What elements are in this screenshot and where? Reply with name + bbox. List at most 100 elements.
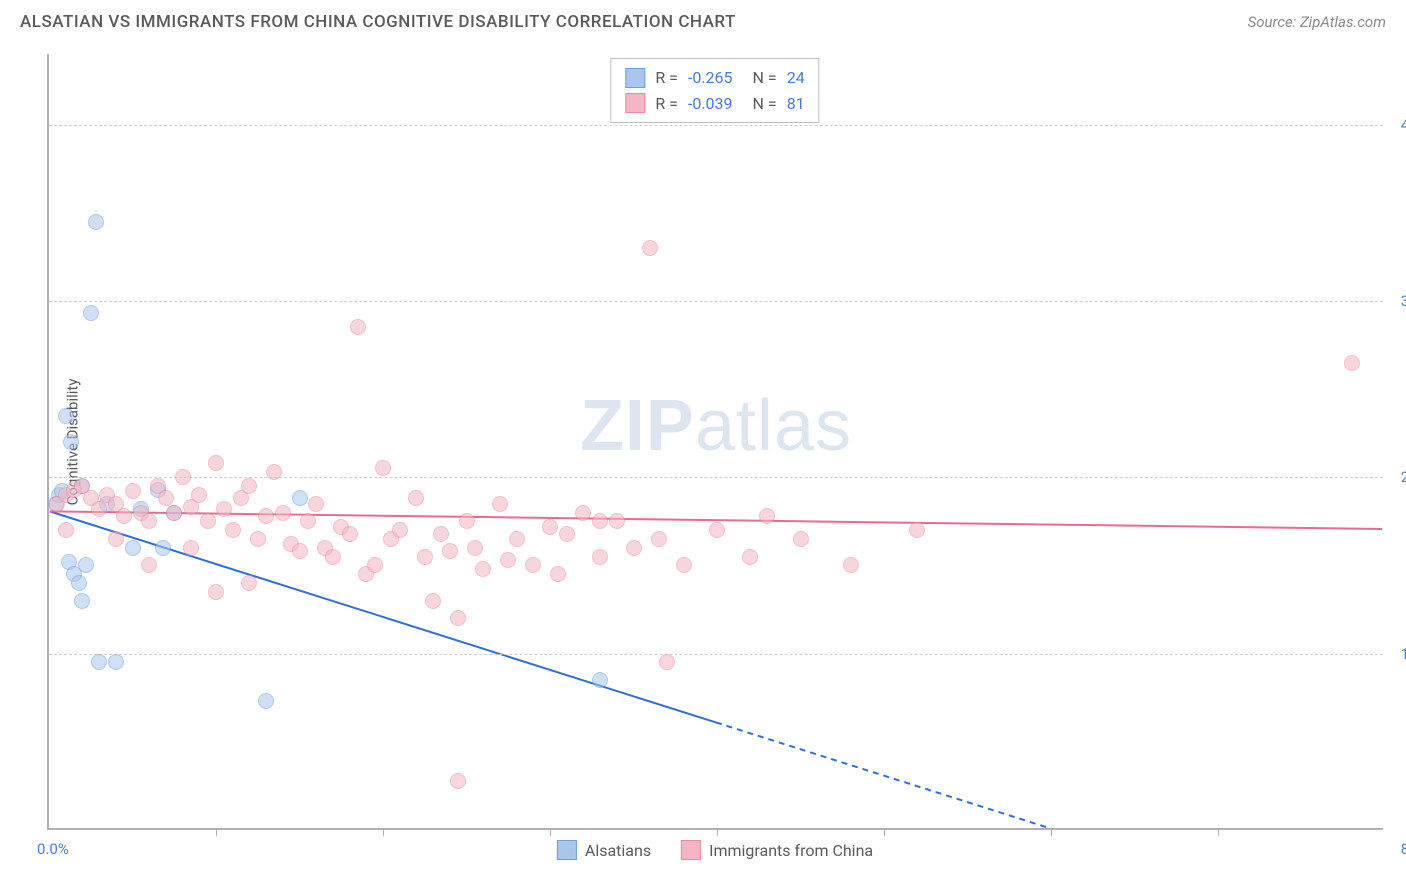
data-point	[676, 557, 692, 573]
data-point	[325, 549, 341, 565]
data-point	[166, 505, 182, 521]
data-point	[183, 540, 199, 556]
data-point	[141, 557, 157, 573]
r-label: R =	[655, 91, 678, 117]
data-point	[191, 487, 207, 503]
gridline	[49, 301, 1383, 302]
data-point	[592, 672, 608, 688]
data-point	[108, 654, 124, 670]
n-value: 24	[787, 65, 805, 91]
x-tick	[1218, 828, 1219, 836]
data-point	[909, 522, 925, 538]
data-point	[475, 561, 491, 577]
r-value: -0.039	[688, 91, 733, 117]
data-point	[58, 408, 74, 424]
chart-header: ALSATIAN VS IMMIGRANTS FROM CHINA COGNIT…	[0, 0, 1406, 40]
data-point	[71, 575, 87, 591]
data-point	[442, 543, 458, 559]
data-point	[208, 455, 224, 471]
data-point	[88, 214, 104, 230]
data-point	[74, 593, 90, 609]
data-point	[216, 501, 232, 517]
data-point	[793, 531, 809, 547]
data-point	[266, 464, 282, 480]
data-point	[459, 513, 475, 529]
watermark-light: atlas	[695, 386, 852, 466]
data-point	[742, 549, 758, 565]
x-axis-min-label: 0.0%	[37, 840, 69, 858]
legend-series-item: Immigrants from China	[681, 840, 873, 860]
data-point	[200, 513, 216, 529]
data-point	[759, 508, 775, 524]
data-point	[300, 513, 316, 529]
data-point	[292, 490, 308, 506]
gridline	[49, 654, 1383, 655]
x-tick	[216, 828, 217, 836]
data-point	[350, 319, 366, 335]
plot-area: ZIPatlas 10.0%20.0%30.0%40.0%	[47, 54, 1383, 830]
data-point	[550, 566, 566, 582]
data-point	[525, 557, 541, 573]
data-point	[241, 478, 257, 494]
data-point	[425, 593, 441, 609]
data-point	[450, 773, 466, 789]
data-point	[592, 549, 608, 565]
legend-series-label: Immigrants from China	[709, 841, 873, 860]
data-point	[275, 505, 291, 521]
legend-swatch	[557, 840, 577, 860]
data-point	[208, 584, 224, 600]
data-point	[542, 519, 558, 535]
y-tick-label: 40.0%	[1401, 116, 1406, 134]
gridline	[49, 125, 1383, 126]
data-point	[843, 557, 859, 573]
data-point	[175, 469, 191, 485]
legend-swatch	[681, 840, 701, 860]
watermark-bold: ZIP	[580, 386, 695, 466]
r-value: -0.265	[688, 65, 733, 91]
n-label: N =	[753, 91, 777, 117]
data-point	[492, 496, 508, 512]
legend-swatch	[625, 68, 645, 88]
data-point	[642, 240, 658, 256]
x-tick	[1051, 828, 1052, 836]
n-value: 81	[787, 91, 805, 117]
data-point	[78, 557, 94, 573]
data-point	[292, 543, 308, 559]
legend-series-item: Alsatians	[557, 840, 651, 860]
data-point	[500, 552, 516, 568]
data-point	[108, 531, 124, 547]
data-point	[509, 531, 525, 547]
data-point	[651, 531, 667, 547]
data-point	[308, 496, 324, 512]
data-point	[250, 531, 266, 547]
data-point	[155, 540, 171, 556]
r-label: R =	[655, 65, 678, 91]
data-point	[258, 508, 274, 524]
legend-swatch	[625, 93, 645, 113]
legend-stats-row: R = -0.039 N = 81	[625, 91, 804, 117]
data-point	[225, 522, 241, 538]
x-tick	[717, 828, 718, 836]
data-point	[408, 490, 424, 506]
data-point	[91, 501, 107, 517]
data-point	[392, 522, 408, 538]
chart-container: Cognitive Disability ZIPatlas 10.0%20.0%…	[47, 54, 1383, 830]
data-point	[91, 654, 107, 670]
data-point	[116, 508, 132, 524]
y-tick-label: 10.0%	[1401, 645, 1406, 663]
data-point	[63, 434, 79, 450]
data-point	[433, 526, 449, 542]
data-point	[709, 522, 725, 538]
data-point	[575, 505, 591, 521]
data-point	[450, 610, 466, 626]
data-point	[1344, 355, 1360, 371]
source-label: Source: ZipAtlas.com	[1248, 13, 1386, 31]
data-point	[626, 540, 642, 556]
data-point	[559, 526, 575, 542]
watermark: ZIPatlas	[580, 385, 852, 467]
data-point	[609, 513, 625, 529]
legend-series-label: Alsatians	[585, 841, 651, 860]
data-point	[367, 557, 383, 573]
data-point	[241, 575, 257, 591]
data-point	[141, 513, 157, 529]
